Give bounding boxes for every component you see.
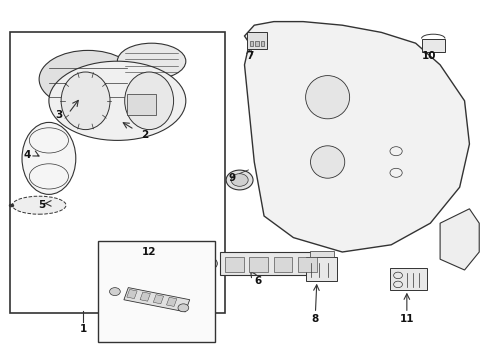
Bar (126, 289, 137, 298)
Ellipse shape (225, 170, 253, 190)
Ellipse shape (61, 72, 110, 130)
Ellipse shape (124, 72, 173, 130)
Bar (224, 257, 243, 272)
Polygon shape (244, 22, 468, 252)
Bar (273, 257, 292, 272)
Bar (153, 295, 163, 304)
Bar (389, 268, 426, 290)
Bar (246, 32, 266, 49)
Polygon shape (439, 209, 478, 270)
Bar (260, 41, 264, 46)
Ellipse shape (39, 50, 137, 108)
Text: 5: 5 (38, 200, 45, 210)
Text: 3: 3 (55, 110, 62, 120)
Bar (220, 252, 327, 275)
Ellipse shape (109, 288, 120, 296)
Ellipse shape (178, 304, 188, 312)
Ellipse shape (305, 76, 349, 119)
Ellipse shape (117, 43, 185, 79)
Ellipse shape (204, 258, 217, 269)
Bar (249, 41, 253, 46)
Ellipse shape (22, 122, 76, 194)
Bar (127, 94, 156, 115)
Ellipse shape (12, 196, 66, 214)
Text: 9: 9 (228, 173, 235, 183)
Ellipse shape (310, 146, 344, 178)
Bar (10, 32, 224, 313)
Bar (98, 241, 215, 342)
Text: 7: 7 (246, 51, 254, 61)
Bar (249, 257, 267, 272)
Bar (298, 257, 316, 272)
Bar (140, 292, 150, 301)
Text: 12: 12 (142, 247, 156, 257)
Bar (305, 257, 337, 281)
Text: 6: 6 (254, 276, 261, 286)
Text: 4: 4 (23, 150, 31, 160)
Bar (421, 39, 444, 52)
Bar (255, 41, 258, 46)
Ellipse shape (230, 174, 247, 186)
Bar (123, 288, 189, 312)
Bar (309, 251, 333, 257)
Text: 2: 2 (141, 130, 147, 140)
Text: 1: 1 (80, 324, 86, 334)
Text: 10: 10 (421, 51, 436, 61)
Bar (166, 297, 177, 306)
Text: 8: 8 (311, 314, 318, 324)
Text: 11: 11 (399, 314, 413, 324)
Ellipse shape (49, 61, 185, 140)
